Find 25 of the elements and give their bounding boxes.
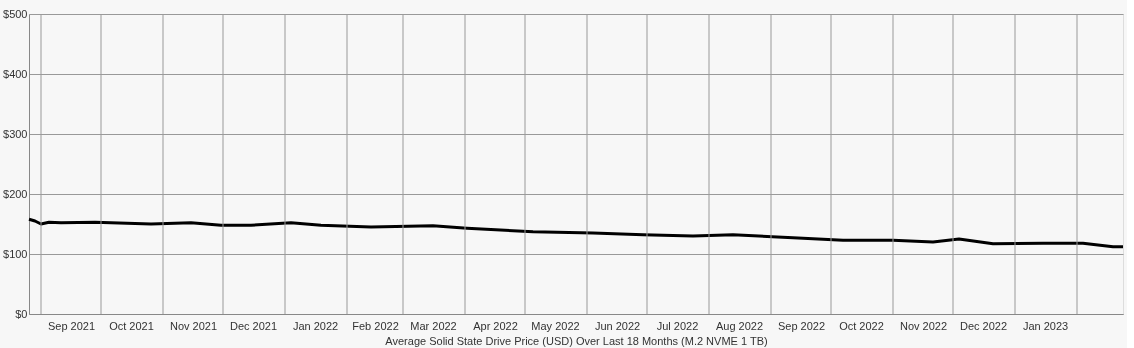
x-tick-label: May 2022 xyxy=(531,319,580,332)
x-tick-label: Dec 2022 xyxy=(959,319,1008,332)
y-tick-label: $400 xyxy=(3,67,28,80)
x-tick-label: Aug 2022 xyxy=(715,319,764,332)
y-tick-label: $0 xyxy=(15,307,28,320)
x-tick-label: Oct 2022 xyxy=(839,319,884,332)
y-tick-label: $100 xyxy=(3,247,28,260)
x-tick-label: Nov 2022 xyxy=(899,319,948,332)
y-tick-label: $300 xyxy=(3,127,28,140)
x-tick-label: Dec 2021 xyxy=(229,319,278,332)
y-tick-label: $500 xyxy=(3,7,28,20)
y-tick-label: $200 xyxy=(3,187,28,200)
x-tick-label: Sep 2021 xyxy=(47,319,96,332)
x-tick-label: Jun 2022 xyxy=(594,319,641,332)
x-tick-label: Mar 2022 xyxy=(410,319,457,332)
x-tick-label: Jan 2022 xyxy=(292,319,339,332)
x-tick-label: Jan 2023 xyxy=(1022,319,1069,332)
x-tick-label: Sep 2022 xyxy=(777,319,826,332)
x-tick-label: Apr 2022 xyxy=(473,319,518,332)
x-tick-label: Oct 2021 xyxy=(109,319,154,332)
line-series xyxy=(27,217,1125,249)
x-tick-label: Nov 2021 xyxy=(169,319,218,332)
x-tick-label: Feb 2022 xyxy=(352,319,399,332)
x-axis-title: Average Solid State Drive Price (USD) Over Last 18 Months (M.2 NVME 1 TB) xyxy=(385,334,768,347)
x-tick-label: Jul 2022 xyxy=(656,319,699,332)
